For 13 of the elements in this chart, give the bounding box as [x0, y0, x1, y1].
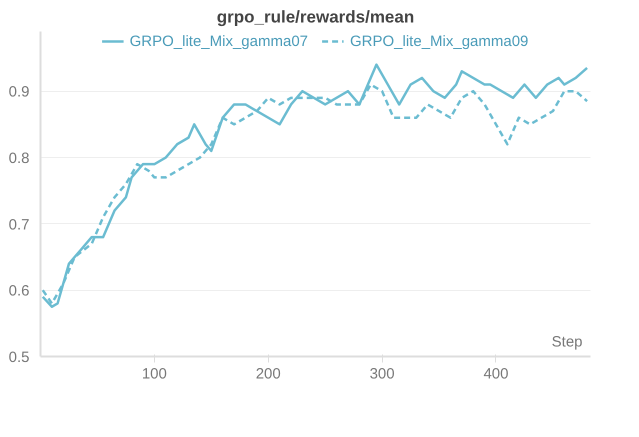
y-tick-label: 0.8: [8, 150, 30, 168]
y-tick-label: 0.7: [8, 216, 30, 234]
x-axis-title: Step: [552, 334, 582, 350]
chart-title: grpo_rule/rewards/mean: [216, 8, 414, 26]
y-tick-label: 0.6: [8, 282, 30, 300]
x-tick-label: 300: [370, 366, 395, 382]
y-tick-label: 0.5: [8, 349, 30, 366]
x-tick-label: 200: [256, 366, 281, 382]
x-tick-label: 100: [142, 366, 167, 382]
legend-label: GRPO_lite_Mix_gamma07: [130, 32, 308, 50]
x-tick-label: 400: [483, 366, 509, 382]
legend-label: GRPO_lite_Mix_gamma09: [350, 32, 528, 50]
y-tick-label: 0.9: [8, 84, 30, 101]
